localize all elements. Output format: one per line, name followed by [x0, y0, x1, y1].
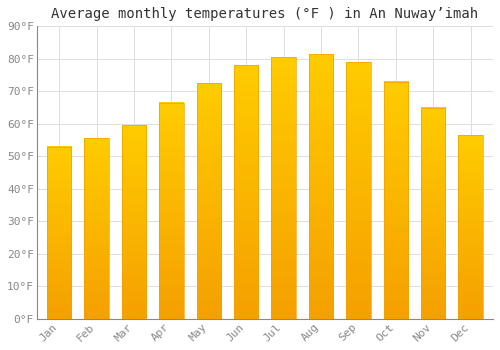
Bar — [458, 135, 483, 319]
Title: Average monthly temperatures (°F ) in An Nuwayʼimah: Average monthly temperatures (°F ) in An… — [52, 7, 478, 21]
Bar — [384, 82, 408, 319]
Bar — [234, 65, 258, 319]
Bar — [196, 83, 221, 319]
Bar — [159, 103, 184, 319]
Bar — [346, 62, 370, 319]
Bar — [272, 57, 295, 319]
Bar — [47, 147, 72, 319]
Bar — [421, 107, 446, 319]
Bar — [309, 54, 333, 319]
Bar — [84, 139, 108, 319]
Bar — [122, 125, 146, 319]
